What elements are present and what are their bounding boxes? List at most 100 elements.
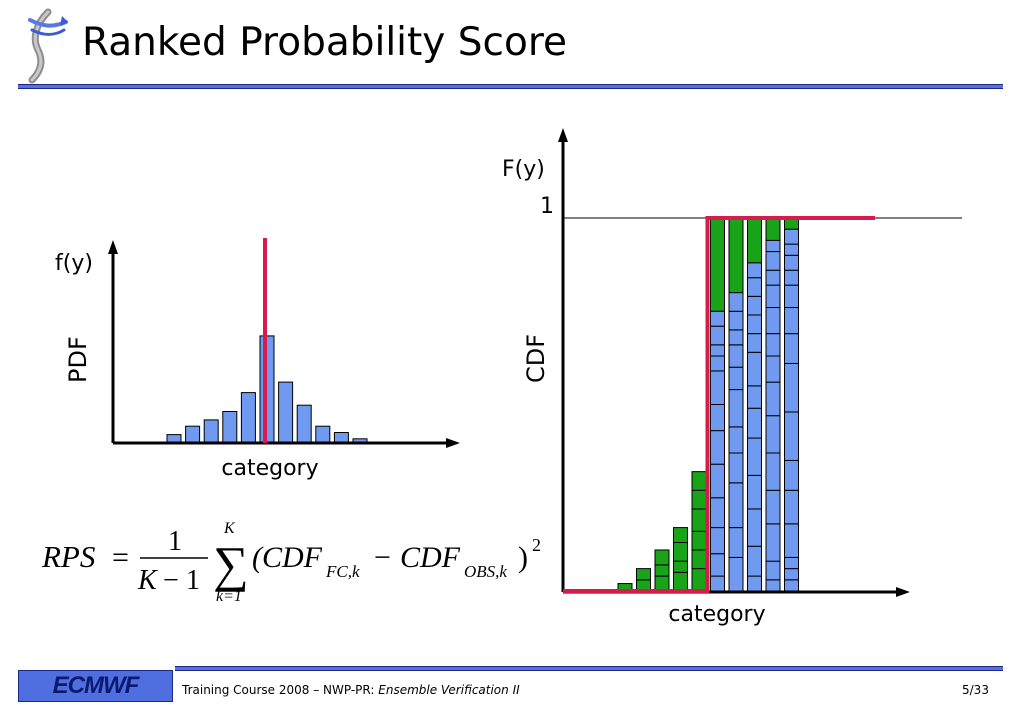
cdf-member-segment	[710, 527, 725, 555]
pdf-bar	[259, 335, 275, 444]
footer-course-text: Training Course 2008 – NWP-PR: Ensemble …	[182, 683, 520, 697]
cdf-member-segment	[784, 489, 799, 525]
cdf-member-segment	[747, 262, 762, 279]
cdf-member-segment	[765, 251, 781, 271]
cdf-member-segment	[728, 310, 744, 331]
formula-sum-upper: K	[223, 520, 236, 537]
cdf-member-segment	[728, 344, 744, 368]
footer-page-number: 5/33	[962, 683, 989, 697]
cdf-member-segment	[784, 459, 799, 491]
cdf-y-side-label: CDF	[522, 334, 550, 383]
formula-sum-icon: ∑	[213, 536, 249, 592]
cdf-member-segment	[654, 575, 670, 592]
formula-den-minus: −	[163, 565, 179, 596]
cdf-member-segment	[747, 333, 762, 353]
footer-topic: Ensemble Verification II	[378, 683, 520, 697]
formula-obs-subscript: OBS,k	[464, 562, 507, 581]
pdf-bar	[352, 438, 368, 444]
cdf-member-segment	[691, 489, 707, 510]
cdf-member-segment	[765, 355, 781, 383]
formula-fc-subscript: FC,k	[325, 562, 360, 581]
cdf-member-segment	[728, 366, 744, 391]
pdf-bar	[203, 419, 219, 444]
cdf-member-segment	[747, 314, 762, 335]
footer-divider	[175, 666, 1003, 671]
cdf-member-segment	[747, 277, 762, 297]
cdf-member-segment	[728, 527, 744, 558]
cdf-member-segment	[728, 389, 744, 428]
cdf-bars	[617, 217, 799, 592]
formula-cdf-fc: (CDF	[252, 541, 323, 574]
pdf-bar	[315, 425, 331, 444]
cdf-member-segment	[747, 575, 762, 592]
cdf-y-axis-arrow-icon	[558, 128, 568, 142]
slide-title: Ranked Probability Score	[82, 20, 567, 65]
cdf-member-segment	[673, 542, 688, 562]
cdf-member-segment	[784, 254, 799, 271]
pdf-bar	[296, 404, 312, 444]
cdf-difference-segment	[728, 217, 744, 294]
cdf-member-segment	[784, 228, 799, 245]
cdf-member-segment	[784, 284, 799, 309]
cdf-difference-segment	[784, 217, 799, 230]
formula-equals: =	[112, 541, 129, 574]
cdf-member-segment	[765, 381, 781, 417]
cdf-member-segment	[691, 568, 707, 592]
cdf-member-segment	[710, 575, 725, 592]
cdf-member-segment	[784, 411, 799, 461]
formula-power: 2	[532, 535, 541, 555]
formula-close-paren: )	[518, 541, 528, 574]
formula-den-k: K	[137, 565, 158, 596]
pdf-y-side-label: PDF	[64, 336, 92, 383]
formula-den-one: 1	[186, 565, 200, 596]
cdf-member-segment	[710, 310, 725, 327]
cdf-member-segment	[784, 333, 799, 364]
cdf-x-axis-arrow-icon	[896, 587, 910, 597]
formula-lhs: RPS	[41, 539, 95, 574]
cdf-member-segment	[710, 344, 725, 357]
cdf-member-segment	[710, 370, 725, 405]
cdf-member-segment	[710, 325, 725, 346]
pdf-y-top-label: f(y)	[55, 251, 93, 276]
cdf-member-segment	[728, 292, 744, 312]
pdf-bar	[222, 411, 238, 444]
cdf-member-segment	[691, 549, 707, 570]
cdf-member-segment	[673, 571, 688, 592]
formula-sum-lower: k=1	[216, 588, 242, 605]
pdf-bar	[333, 432, 349, 444]
footer-course: Training Course 2008 – NWP-PR:	[182, 683, 379, 697]
cdf-member-segment	[673, 527, 688, 544]
cdf-member-segment	[728, 426, 744, 454]
pdf-bar	[166, 434, 182, 444]
rps-formula: RPS = 1 K − 1 ∑ K k=1 (CDF FC,k − CDF OB…	[41, 520, 541, 605]
cdf-member-segment	[765, 560, 781, 581]
cdf-member-segment	[784, 568, 799, 581]
cdf-member-segment	[728, 556, 744, 592]
cdf-member-segment	[765, 523, 781, 562]
cdf-member-segment	[765, 452, 781, 491]
cdf-member-segment	[691, 530, 707, 551]
pdf-x-axis-arrow-icon	[446, 438, 460, 448]
cdf-member-segment	[784, 307, 799, 335]
cdf-member-segment	[784, 243, 799, 256]
formula-minus: −	[374, 541, 391, 574]
formula-cdf-obs: CDF	[400, 541, 461, 574]
cdf-member-segment	[765, 415, 781, 454]
cdf-member-segment	[617, 583, 633, 592]
cdf-member-segment	[691, 508, 707, 532]
cdf-difference-segment	[747, 217, 762, 264]
pdf-y-axis-arrow-icon	[108, 240, 118, 254]
cdf-member-segment	[728, 452, 744, 484]
title-divider	[18, 84, 1003, 89]
cdf-member-segment	[765, 579, 781, 592]
cdf-y-top-label: F(y)	[502, 157, 545, 182]
cdf-member-segment	[747, 351, 762, 387]
pdf-x-label: category	[221, 456, 318, 481]
pdf-bar	[240, 392, 256, 444]
ecmwf-swirl-logo	[28, 8, 68, 84]
cdf-y-tick-one: 1	[540, 194, 554, 219]
cdf-member-segment	[784, 523, 799, 558]
cdf-x-label: category	[668, 602, 765, 627]
footer-logo: ECMWF	[18, 670, 173, 702]
cdf-member-segment	[747, 295, 762, 316]
